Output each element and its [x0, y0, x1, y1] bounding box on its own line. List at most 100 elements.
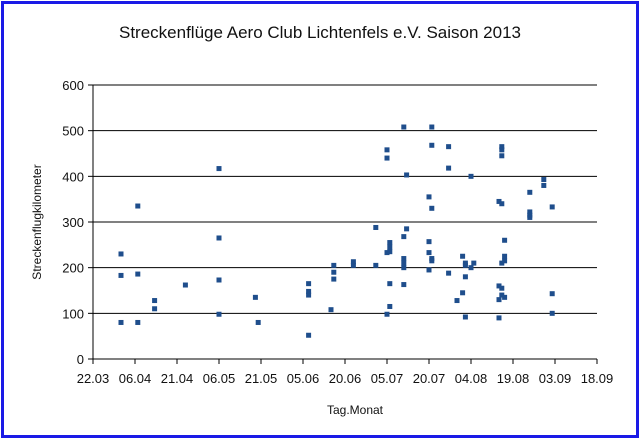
y-tick-label: 300	[62, 215, 84, 230]
data-point	[496, 283, 502, 289]
chart-title: Streckenflüge Aero Club Lichtenfels e.V.…	[119, 23, 521, 42]
data-point	[216, 166, 222, 172]
data-point	[426, 267, 432, 273]
data-point	[496, 297, 502, 303]
data-point	[460, 253, 466, 259]
data-point	[446, 144, 452, 150]
data-point	[135, 203, 141, 209]
data-point	[527, 214, 533, 220]
data-point	[426, 239, 432, 245]
y-tick-label: 500	[62, 124, 84, 139]
data-point	[401, 256, 407, 262]
data-point	[401, 260, 407, 266]
data-point	[384, 311, 390, 317]
x-tick-label: 06.04	[119, 371, 152, 386]
data-point	[384, 147, 390, 153]
x-tick-label: 05.06	[287, 371, 320, 386]
data-point	[468, 265, 474, 271]
y-tick-label: 100	[62, 306, 84, 321]
data-point	[499, 153, 505, 159]
data-point	[306, 292, 312, 298]
data-points	[118, 124, 555, 338]
data-point	[216, 311, 222, 317]
data-point	[549, 310, 555, 316]
data-point	[499, 260, 505, 266]
data-point	[152, 306, 158, 312]
data-point	[429, 124, 435, 130]
data-point	[216, 235, 222, 241]
data-point	[118, 272, 124, 278]
data-point	[499, 147, 505, 153]
y-tick-label: 0	[77, 352, 84, 367]
x-tick-label: 19.08	[497, 371, 530, 386]
data-point	[135, 319, 141, 325]
data-point	[454, 298, 460, 304]
gridlines	[93, 84, 597, 314]
data-point	[549, 204, 555, 210]
data-point	[462, 274, 468, 280]
data-point	[462, 262, 468, 268]
data-point	[496, 315, 502, 321]
data-point	[462, 314, 468, 320]
x-tick-label: 18.09	[581, 371, 614, 386]
data-point	[306, 281, 312, 287]
data-point	[496, 198, 502, 204]
data-point	[527, 209, 533, 215]
data-point	[401, 265, 407, 271]
data-point	[468, 173, 474, 179]
data-point	[446, 165, 452, 171]
x-tick-label: 21.05	[245, 371, 278, 386]
data-point	[255, 319, 261, 325]
data-point	[541, 177, 547, 183]
x-tick-label: 20.07	[413, 371, 446, 386]
x-axis-label: Tag.Monat	[327, 403, 384, 417]
data-point	[446, 270, 452, 276]
data-point	[527, 189, 533, 195]
x-tick-label: 05.07	[371, 371, 404, 386]
x-tick-label: 22.03	[77, 371, 110, 386]
data-point	[331, 269, 337, 275]
data-point	[373, 262, 379, 268]
data-point	[135, 271, 141, 277]
data-point	[118, 251, 124, 257]
data-point	[401, 234, 407, 240]
data-point	[328, 307, 334, 313]
data-point	[541, 182, 547, 188]
data-point	[387, 303, 393, 309]
data-point	[460, 290, 466, 296]
data-point	[502, 258, 508, 264]
data-point	[404, 226, 410, 232]
x-tick-label: 04.08	[455, 371, 488, 386]
data-point	[252, 294, 258, 300]
data-point	[182, 282, 188, 288]
data-point	[152, 298, 158, 304]
data-point	[387, 244, 393, 250]
data-point	[502, 294, 508, 300]
data-point	[401, 282, 407, 288]
data-point	[426, 250, 432, 256]
data-point	[306, 332, 312, 338]
data-point	[387, 281, 393, 287]
data-point	[350, 262, 356, 268]
y-tick-labels: 0 100 200 300 400 500 600	[62, 78, 84, 367]
data-point	[429, 205, 435, 211]
data-point	[384, 155, 390, 161]
data-point	[549, 291, 555, 297]
x-tick-label: 06.05	[203, 371, 236, 386]
data-point	[502, 253, 508, 259]
data-point	[387, 249, 393, 255]
data-point	[429, 258, 435, 264]
axes	[88, 84, 598, 364]
data-point	[499, 144, 505, 150]
data-point	[331, 262, 337, 268]
data-point	[499, 201, 505, 207]
data-point	[426, 194, 432, 200]
data-point	[502, 237, 508, 243]
x-tick-label: 03.09	[539, 371, 572, 386]
data-point	[350, 259, 356, 265]
data-point	[387, 240, 393, 246]
y-tick-label: 400	[62, 169, 84, 184]
data-point	[118, 319, 124, 325]
